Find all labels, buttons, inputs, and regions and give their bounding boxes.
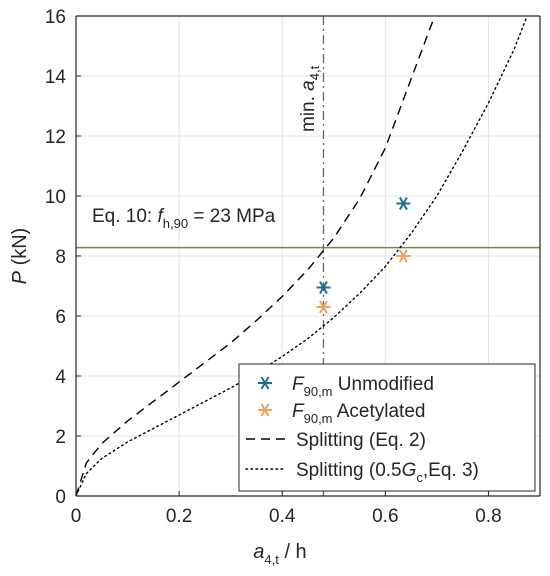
y-axis-title-main: P (9, 270, 31, 284)
legend: F90,m Unmodified F90,m Acetylated Splitt… (238, 363, 536, 492)
y-tick-label-4: 8 (55, 247, 66, 268)
legend-unmodified-rest: Unmodified (333, 374, 434, 395)
legend-symbols (245, 376, 287, 470)
y-tick-label-7: 14 (45, 67, 67, 88)
legend-eq3-rest: ,Eq. 3) (423, 460, 479, 481)
y-tick-label-5: 10 (45, 187, 66, 208)
min-a4t-label-main: a (298, 80, 319, 91)
curves (76, 16, 528, 496)
legend-entry-acetylated: F90,m Acetylated (292, 401, 425, 426)
x-tick-label-1: 0.2 (166, 506, 192, 527)
legend-box (238, 363, 536, 492)
min-a4t-label-sub: 4,t (307, 65, 322, 80)
x-axis-title-main: a (253, 541, 264, 563)
marker-unmodified-0 (316, 280, 331, 295)
marker-unmodified-1-stroke-2 (399, 196, 408, 211)
y-tick-label-0: 0 (55, 487, 66, 508)
y-tick-label-2: 4 (55, 367, 66, 388)
marker-acetylated-1 (396, 249, 411, 263)
x-tick-label-0: 0 (71, 506, 82, 527)
legend-eq3-sub: c (416, 470, 423, 485)
axis-titles: a4,t / h P (kN) (9, 228, 307, 567)
legend-acetylated-rest: Acetylated (333, 401, 426, 422)
x-tick-label-2: 0.4 (269, 506, 296, 527)
legend-entry-splitting-eq2: Splitting (Eq. 2) (296, 430, 426, 451)
splitting-eq2-curve (76, 16, 436, 496)
legend-unmodified-main: F (292, 374, 305, 395)
eq10-label-main: f (158, 206, 165, 227)
marker-acetylated-0-stroke-2 (319, 300, 328, 314)
legend-unmodified-sub: 90,m (304, 384, 333, 399)
min-a4t-label: min. a4,t (298, 65, 322, 132)
y-tick-label-8: 16 (45, 7, 66, 28)
marker-acetylated-0 (316, 300, 331, 314)
legend-marker-unmodified-stroke-2 (260, 376, 270, 390)
markers (316, 196, 411, 314)
legend-marker-acetylated (258, 403, 272, 417)
y-axis-title-rest: (kN) (9, 228, 31, 271)
eq10-label-pre: Eq. 10: (92, 206, 158, 227)
y-tick-label-6: 12 (45, 127, 66, 148)
y-tick-label-3: 6 (55, 307, 66, 328)
marker-unmodified-0-stroke-2 (319, 280, 328, 295)
annotations: Eq. 10: fh,90 = 23 MPa min. a4,t (92, 65, 322, 231)
legend-acetylated-sub: 90,m (304, 411, 333, 426)
x-axis-title-sub: 4,t (264, 552, 279, 567)
splitting-eq3-curve (76, 16, 528, 496)
marker-unmodified-1 (396, 196, 411, 211)
legend-entry-splitting-eq3: Splitting (0.5Gc,Eq. 3) (296, 460, 479, 485)
eq10-label-sub: h,90 (163, 216, 188, 231)
ticks: 0 0.2 0.4 0.6 0.8 0 2 4 6 8 10 12 14 16 (45, 7, 502, 527)
x-tick-label-3: 0.6 (372, 506, 398, 527)
x-tick-label-4: 0.8 (475, 506, 501, 527)
x-axis-title-rest: / h (279, 541, 307, 563)
eq10-label-post: = 23 MPa (188, 206, 276, 227)
y-tick-label-1: 2 (55, 427, 66, 448)
eq10-label: Eq. 10: fh,90 = 23 MPa (92, 206, 276, 231)
y-axis-title: P (kN) (9, 228, 31, 285)
legend-marker-unmodified (258, 376, 272, 390)
legend-eq3-pre: Splitting (0.5 (296, 460, 402, 481)
marker-acetylated-1-stroke-2 (399, 249, 408, 263)
legend-eq3-main: G (402, 460, 417, 481)
min-a4t-label-pre: min. (298, 91, 319, 132)
legend-acetylated-main: F (292, 401, 305, 422)
x-axis-title: a4,t / h (253, 541, 306, 567)
legend-entry-unmodified: F90,m Unmodified (292, 374, 434, 399)
legend-marker-acetylated-stroke-2 (260, 403, 270, 417)
